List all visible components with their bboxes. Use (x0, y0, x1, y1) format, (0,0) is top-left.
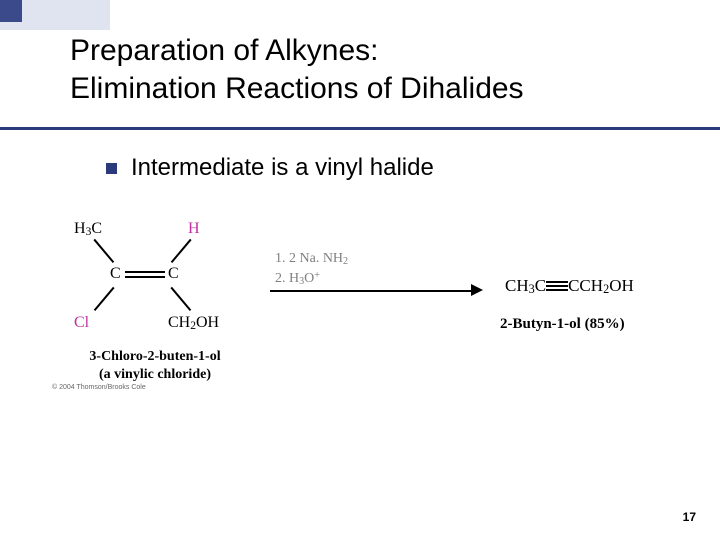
atom-ch2oh: CH2OH (168, 314, 219, 332)
bond (94, 239, 115, 263)
product-formula: CH3CCCH2OH (505, 276, 634, 297)
double-bond (125, 276, 165, 278)
bullet-item: Intermediate is a vinyl halide (106, 154, 434, 182)
reactant-name-line1: 3-Chloro-2-buten-1-ol (89, 349, 220, 364)
bond (171, 239, 192, 263)
reaction-scheme: H3C H C C Cl CH2OH 3-Chloro-2-buten-1-ol… (60, 220, 680, 400)
bond (94, 287, 115, 311)
reactant-name: 3-Chloro-2-buten-1-ol (a vinylic chlorid… (50, 348, 260, 383)
copyright-text: © 2004 Thomson/Brooks Cole (52, 384, 146, 391)
page-number: 17 (683, 510, 696, 524)
bond (171, 287, 192, 311)
atom-cl: Cl (74, 314, 89, 332)
condition-line-1: 1. 2 Na. NH2 (275, 250, 348, 269)
reactant-structure: H3C H C C Cl CH2OH 3-Chloro-2-buten-1-ol… (60, 220, 240, 350)
condition-line-2: 2. H3O+ (275, 269, 348, 289)
reaction-conditions: 1. 2 Na. NH2 2. H3O+ (275, 250, 348, 289)
product-name: 2-Butyn-1-ol (85%) (500, 316, 625, 333)
slide-header: Preparation of Alkynes: Elimination Reac… (0, 0, 720, 130)
triple-bond-icon (546, 280, 568, 292)
atom-h3c: H3C (74, 220, 102, 238)
atom-c-left: C (110, 265, 121, 283)
title-line-1: Preparation of Alkynes: (70, 34, 379, 67)
double-bond (125, 271, 165, 273)
slide-title: Preparation of Alkynes: Elimination Reac… (70, 32, 720, 107)
reaction-arrow (270, 290, 475, 292)
reactant-name-line2: (a vinylic chloride) (99, 367, 211, 382)
atom-c-right: C (168, 265, 179, 283)
arrow-head-icon (471, 284, 483, 296)
bullet-square-icon (106, 163, 117, 174)
atom-h: H (188, 220, 200, 238)
title-line-2: Elimination Reactions of Dihalides (70, 72, 524, 105)
bullet-text: Intermediate is a vinyl halide (131, 154, 434, 182)
